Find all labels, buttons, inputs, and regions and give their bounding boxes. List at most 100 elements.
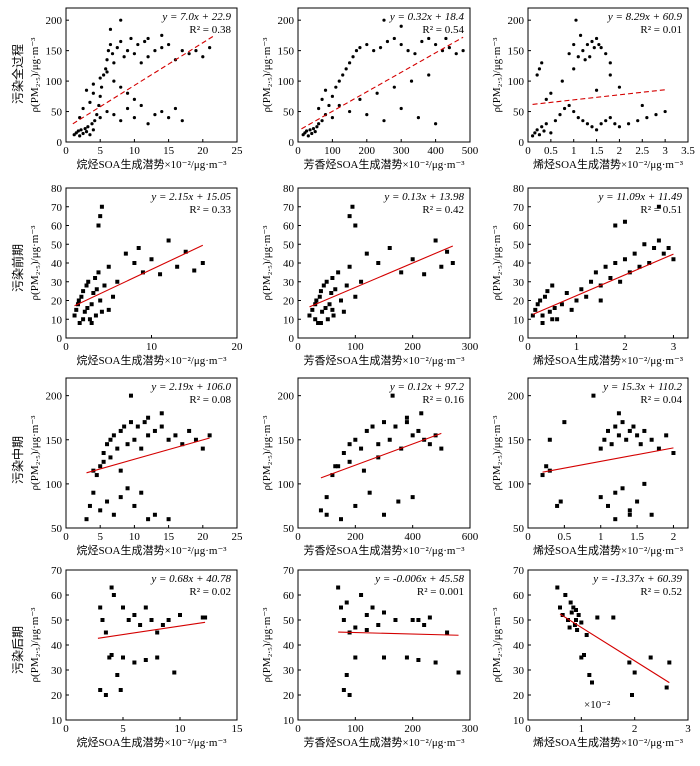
data-point xyxy=(308,128,312,132)
data-point xyxy=(583,58,587,62)
data-point xyxy=(537,133,542,137)
data-point xyxy=(599,45,603,50)
data-point xyxy=(547,437,552,442)
data-point xyxy=(390,393,395,398)
data-point xyxy=(540,321,545,325)
data-point xyxy=(604,52,608,56)
y-tick-label: 80 xyxy=(51,183,63,195)
x-tick-label: 3 xyxy=(662,145,668,157)
data-point xyxy=(439,446,444,451)
data-point xyxy=(84,517,89,522)
data-point xyxy=(94,473,99,478)
data-point xyxy=(333,287,338,292)
data-point xyxy=(530,134,535,138)
data-point xyxy=(106,264,111,269)
data-point xyxy=(108,42,113,47)
data-point xyxy=(617,125,622,129)
data-point xyxy=(427,73,431,77)
data-point xyxy=(399,106,403,111)
y-tick-label: 50 xyxy=(51,239,63,251)
y-tick-label: 20 xyxy=(51,296,63,308)
data-point xyxy=(333,464,338,469)
data-point xyxy=(599,122,603,126)
data-point xyxy=(200,261,205,265)
data-point xyxy=(618,279,623,284)
data-point xyxy=(139,446,144,451)
x-tick-label: 2.5 xyxy=(635,145,649,157)
data-point xyxy=(101,459,106,464)
data-point xyxy=(613,490,618,495)
y-tick-label: 10 xyxy=(283,314,295,326)
data-point xyxy=(115,673,120,677)
y-tick-label: 70 xyxy=(283,202,295,214)
data-point xyxy=(549,131,553,135)
plot-frame xyxy=(527,7,689,143)
data-point xyxy=(399,24,403,28)
data-point xyxy=(416,658,421,662)
panel-0-0: 0 5 10 15 20 25 0 50 100 150 200 烷烃SOA生成潜势×10⁻²/μg·… xyxy=(29,7,243,171)
data-point xyxy=(666,246,671,250)
data-point xyxy=(387,437,392,442)
data-point xyxy=(376,623,381,627)
data-point xyxy=(574,18,578,22)
data-point xyxy=(103,630,108,635)
data-point xyxy=(307,313,312,318)
y-tick-label: 20 xyxy=(513,690,525,702)
y-tick-label: 150 xyxy=(278,46,295,58)
data-point xyxy=(85,306,90,310)
x-tick-label: 200 xyxy=(359,145,376,157)
data-point xyxy=(180,442,185,447)
data-point xyxy=(620,486,625,491)
data-point xyxy=(81,317,86,322)
data-point xyxy=(96,223,101,228)
fit-r2: R² = 0.01 xyxy=(640,24,682,36)
y-tick-label: 0 xyxy=(519,137,525,149)
plot-frame xyxy=(65,7,238,143)
x10-annotation: ×10⁻² xyxy=(584,699,611,711)
y-tick-label: 0 xyxy=(57,137,63,149)
y-tick-label: 80 xyxy=(283,183,295,195)
x-tick-label: 20 xyxy=(197,531,209,543)
data-point xyxy=(608,276,613,280)
data-point xyxy=(109,653,114,657)
data-point xyxy=(166,618,171,622)
data-point xyxy=(180,49,184,53)
data-point xyxy=(584,633,589,637)
data-point xyxy=(344,283,349,288)
y-tick-label: 100 xyxy=(278,479,295,491)
data-point xyxy=(155,655,160,660)
fit-equation: y = 0.32x + 18.4 xyxy=(389,11,465,23)
data-point xyxy=(351,55,355,59)
data-point xyxy=(91,91,95,95)
data-point xyxy=(664,685,669,690)
x-axis-label: 芳香烃SOA生成潜势×10⁻²/μg·m⁻³ xyxy=(303,543,465,557)
data-point xyxy=(200,446,205,451)
data-point xyxy=(544,122,548,126)
y-tick-label: 10 xyxy=(51,715,63,727)
data-point xyxy=(382,119,386,123)
data-point xyxy=(158,272,163,277)
data-point xyxy=(87,503,92,508)
data-point xyxy=(200,615,205,620)
data-point xyxy=(330,276,335,280)
data-point xyxy=(84,88,89,92)
y-tick-label: 70 xyxy=(283,565,295,577)
data-point xyxy=(89,321,94,325)
data-point xyxy=(560,79,564,83)
x-axis-label: 烷烃SOA生成潜势×10⁻²/μg·m⁻³ xyxy=(76,353,227,367)
x-tick-label: 0.5 xyxy=(544,145,558,157)
fit-r2: R² = 0.51 xyxy=(640,204,682,216)
fit-r2: R² = 0.02 xyxy=(189,586,231,598)
data-point xyxy=(589,279,594,284)
data-point xyxy=(336,464,341,469)
data-point xyxy=(382,610,386,615)
data-point xyxy=(642,428,647,433)
data-point xyxy=(433,238,438,243)
data-point xyxy=(594,88,599,92)
data-point xyxy=(327,103,331,108)
data-point xyxy=(132,503,137,508)
data-point xyxy=(631,424,636,429)
y-tick-label: 10 xyxy=(51,314,63,326)
panel-3-2: 0 1 2 3 10 20 30 40 50 60 70 烯烃SOA生成潜势×10⁻²/μg·m⁻³ ρ… xyxy=(491,565,691,749)
